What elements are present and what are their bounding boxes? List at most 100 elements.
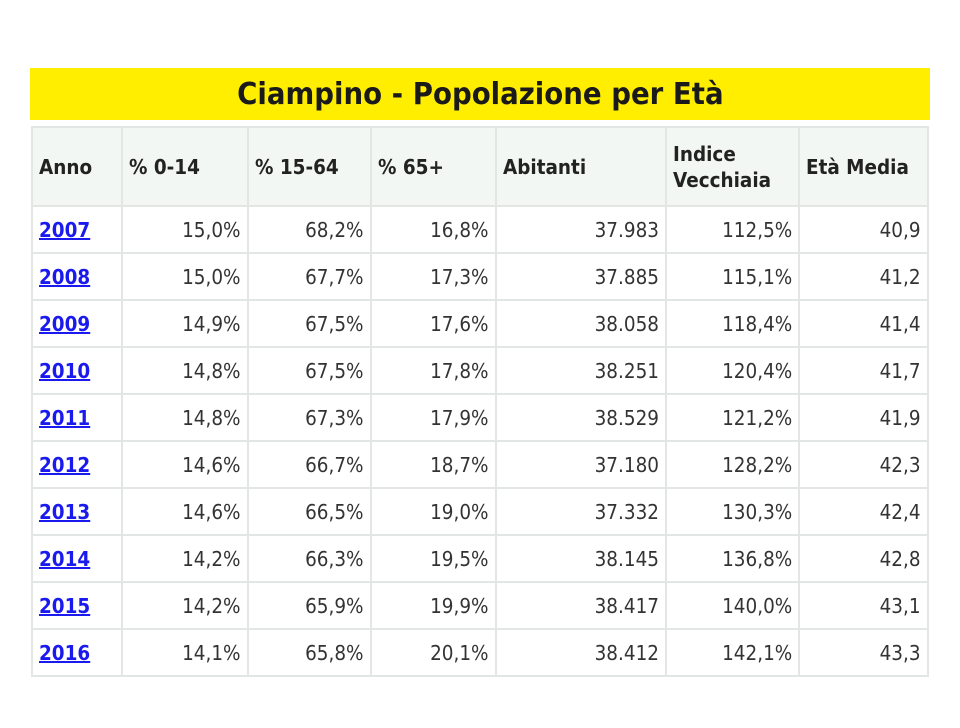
pct-0-14-cell-value: 15,0% — [182, 264, 241, 289]
year-link[interactable]: 2007 — [39, 217, 91, 242]
eta-media-cell-value: 42,4 — [880, 499, 921, 524]
pct-0-14-cell: 14,2% — [121, 534, 249, 583]
year-link[interactable]: 2011 — [39, 405, 91, 430]
pct-0-14-cell: 14,6% — [121, 487, 249, 536]
abitanti-cell-value: 38.529 — [594, 405, 659, 430]
pct-65-plus-cell-value: 19,0% — [430, 499, 489, 524]
pct-65-plus-cell-value: 20,1% — [430, 640, 489, 665]
eta-media-cell-value: 42,3 — [880, 452, 921, 477]
abitanti-cell: 38.412 — [495, 628, 667, 677]
table-row: 2007 15,0% 68,2% 16,8% 37.983 112,5% 40,9 — [31, 205, 929, 254]
abitanti-cell: 38.529 — [495, 393, 667, 442]
pct-0-14-cell-value: 14,2% — [182, 546, 241, 571]
eta-media-cell: 42,8 — [798, 534, 929, 583]
abitanti-cell-value: 37.332 — [594, 499, 659, 524]
pct-15-64-cell-value: 67,5% — [305, 358, 364, 383]
pct-65-plus-cell: 17,8% — [370, 346, 497, 395]
pct-15-64-cell-value: 65,8% — [305, 640, 364, 665]
abitanti-cell: 37.180 — [495, 440, 667, 489]
header-abitanti: Abitanti — [495, 126, 667, 207]
year-link[interactable]: 2015 — [39, 593, 91, 618]
eta-media-cell: 43,1 — [798, 581, 929, 630]
year-link[interactable]: 2012 — [39, 452, 91, 477]
indice-vecchiaia-cell-value: 128,2% — [721, 452, 792, 477]
pct-15-64-cell-value: 66,7% — [305, 452, 364, 477]
pct-0-14-cell-value: 15,0% — [182, 217, 241, 242]
year-cell: 2008 — [31, 252, 123, 301]
pct-0-14-cell-value: 14,8% — [182, 358, 241, 383]
header-anno: Anno — [31, 126, 123, 207]
pct-0-14-cell: 14,1% — [121, 628, 249, 677]
header-pct-65-plus: % 65+ — [370, 126, 497, 207]
abitanti-cell-value: 38.058 — [594, 311, 659, 336]
pct-15-64-cell-value: 66,3% — [305, 546, 364, 571]
year-link[interactable]: 2009 — [39, 311, 91, 336]
pct-0-14-cell: 14,2% — [121, 581, 249, 630]
pct-15-64-cell: 67,5% — [247, 299, 372, 348]
indice-vecchiaia-cell-value: 140,0% — [721, 593, 792, 618]
year-link[interactable]: 2016 — [39, 640, 91, 665]
eta-media-cell-value: 40,9 — [880, 217, 921, 242]
indice-vecchiaia-cell: 130,3% — [665, 487, 800, 536]
pct-15-64-cell-value: 65,9% — [305, 593, 364, 618]
abitanti-cell-value: 38.417 — [594, 593, 659, 618]
pct-15-64-cell-value: 68,2% — [305, 217, 364, 242]
year-cell: 2016 — [31, 628, 123, 677]
population-table: Anno % 0-14 % 15-64 % 65+ Abitanti Indic… — [31, 126, 929, 677]
indice-vecchiaia-cell-value: 136,8% — [721, 546, 792, 571]
pct-65-plus-cell: 19,5% — [370, 534, 497, 583]
year-link[interactable]: 2014 — [39, 546, 91, 571]
pct-15-64-cell-value: 67,3% — [305, 405, 364, 430]
pct-65-plus-cell-value: 19,9% — [430, 593, 489, 618]
indice-vecchiaia-cell: 115,1% — [665, 252, 800, 301]
pct-0-14-cell-value: 14,8% — [182, 405, 241, 430]
table-row: 2014 14,2% 66,3% 19,5% 38.145 136,8% 42,8 — [31, 534, 929, 583]
pct-65-plus-cell-value: 17,9% — [430, 405, 489, 430]
year-cell: 2012 — [31, 440, 123, 489]
header-pct-0-14: % 0-14 — [121, 126, 249, 207]
eta-media-cell-value: 41,4 — [880, 311, 921, 336]
indice-vecchiaia-cell: 142,1% — [665, 628, 800, 677]
year-cell: 2015 — [31, 581, 123, 630]
indice-vecchiaia-cell: 120,4% — [665, 346, 800, 395]
pct-0-14-cell: 14,9% — [121, 299, 249, 348]
pct-15-64-cell: 66,5% — [247, 487, 372, 536]
eta-media-cell: 42,4 — [798, 487, 929, 536]
eta-media-cell: 41,4 — [798, 299, 929, 348]
year-cell: 2010 — [31, 346, 123, 395]
eta-media-cell-value: 41,9 — [880, 405, 921, 430]
title-bar: Ciampino - Popolazione per Età — [30, 68, 930, 120]
year-link[interactable]: 2010 — [39, 358, 91, 383]
pct-0-14-cell: 14,6% — [121, 440, 249, 489]
indice-vecchiaia-cell-value: 118,4% — [721, 311, 792, 336]
indice-vecchiaia-cell-value: 120,4% — [721, 358, 792, 383]
pct-65-plus-cell-value: 17,3% — [430, 264, 489, 289]
year-link[interactable]: 2008 — [39, 264, 91, 289]
table-header-row: Anno % 0-14 % 15-64 % 65+ Abitanti Indic… — [31, 126, 929, 207]
pct-65-plus-cell-value: 16,8% — [430, 217, 489, 242]
indice-vecchiaia-cell: 136,8% — [665, 534, 800, 583]
pct-0-14-cell: 15,0% — [121, 205, 249, 254]
abitanti-cell: 37.332 — [495, 487, 667, 536]
abitanti-cell: 38.058 — [495, 299, 667, 348]
pct-15-64-cell-value: 66,5% — [305, 499, 364, 524]
pct-15-64-cell: 66,3% — [247, 534, 372, 583]
table-row: 2011 14,8% 67,3% 17,9% 38.529 121,2% 41,9 — [31, 393, 929, 442]
pct-15-64-cell: 66,7% — [247, 440, 372, 489]
pct-65-plus-cell: 20,1% — [370, 628, 497, 677]
pct-15-64-cell: 65,9% — [247, 581, 372, 630]
eta-media-cell-value: 43,3 — [880, 640, 921, 665]
pct-15-64-cell-value: 67,5% — [305, 311, 364, 336]
abitanti-cell: 38.417 — [495, 581, 667, 630]
indice-vecchiaia-cell-value: 142,1% — [721, 640, 792, 665]
header-eta-media: Età Media — [798, 126, 929, 207]
pct-65-plus-cell: 17,3% — [370, 252, 497, 301]
eta-media-cell-value: 41,7 — [880, 358, 921, 383]
pct-15-64-cell: 68,2% — [247, 205, 372, 254]
year-link[interactable]: 2013 — [39, 499, 91, 524]
pct-65-plus-cell: 17,6% — [370, 299, 497, 348]
eta-media-cell: 43,3 — [798, 628, 929, 677]
eta-media-cell-value: 41,2 — [880, 264, 921, 289]
eta-media-cell: 40,9 — [798, 205, 929, 254]
pct-0-14-cell-value: 14,9% — [182, 311, 241, 336]
